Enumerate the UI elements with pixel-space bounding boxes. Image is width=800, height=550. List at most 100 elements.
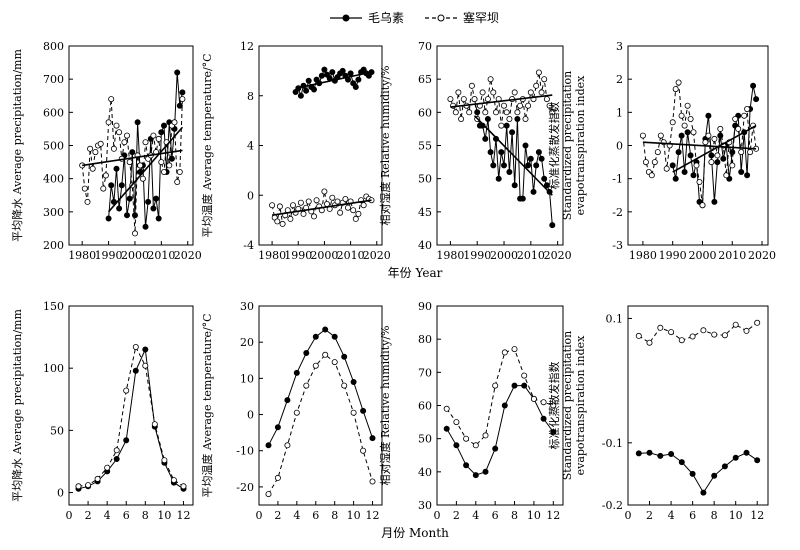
x-tick-label: 6	[123, 509, 130, 522]
data-point-saihanba	[126, 159, 133, 166]
data-point-maowusu	[708, 152, 715, 159]
data-point-maowusu	[714, 159, 721, 166]
data-point-saihanba	[487, 76, 494, 83]
data-point-maowusu	[160, 122, 167, 129]
x-tick-label: 8	[142, 509, 149, 522]
x-tick-label: 12	[366, 509, 380, 522]
data-point-saihanba	[352, 215, 359, 222]
x-tick-label: 1990	[659, 249, 687, 262]
data-point-maowusu	[129, 149, 136, 156]
data-point-maowusu	[472, 472, 479, 479]
y-tick-label: 60	[418, 400, 432, 413]
y-tick-label: 12	[240, 40, 254, 53]
y-tick-label: -20	[236, 481, 254, 494]
series-line-maowusu	[446, 385, 554, 476]
data-point-maowusu	[305, 77, 312, 84]
data-point-maowusu	[672, 175, 679, 182]
data-point-saihanba	[723, 172, 730, 179]
data-point-saihanba	[482, 432, 489, 439]
data-point-saihanba	[672, 86, 679, 93]
data-point-saihanba	[84, 198, 91, 205]
data-point-maowusu	[145, 198, 152, 205]
data-point-saihanba	[289, 202, 296, 209]
data-point-maowusu	[753, 96, 760, 103]
y-axis-label: 标准化蒸散发指数	[547, 362, 561, 450]
data-point-saihanba	[538, 89, 545, 96]
data-point-saihanba	[104, 464, 111, 471]
y-tick-label: 4	[247, 140, 254, 153]
data-point-maowusu	[744, 172, 751, 179]
y-axis-label: 相对湿度 Relative humidity/%	[378, 66, 392, 226]
x-tick-label: 2000	[121, 249, 149, 262]
plot-frame	[258, 305, 383, 506]
data-point-saihanba	[269, 202, 276, 209]
data-point-maowusu	[705, 112, 712, 119]
data-point-saihanba	[503, 109, 510, 116]
legend-item-saihanba: 塞罕坝	[425, 10, 499, 25]
data-point-saihanba	[131, 230, 138, 237]
data-point-saihanba	[663, 165, 670, 172]
x-tick-label: 0	[256, 509, 263, 522]
data-point-maowusu	[498, 149, 505, 156]
data-point-saihanba	[533, 82, 540, 89]
data-point-maowusu	[274, 424, 281, 431]
data-point-maowusu	[519, 195, 526, 202]
data-point-saihanba	[675, 79, 682, 86]
data-point-maowusu	[322, 326, 329, 333]
y-tick-label: 65	[418, 73, 432, 86]
data-point-maowusu	[646, 449, 653, 456]
data-point-maowusu	[506, 168, 513, 175]
y-tick-label: 40	[418, 466, 432, 479]
data-point-maowusu	[155, 215, 162, 222]
data-point-saihanba	[287, 215, 294, 222]
data-point-saihanba	[657, 132, 664, 139]
data-point-saihanba	[123, 387, 130, 394]
data-point-maowusu	[754, 457, 761, 464]
data-point-saihanba	[305, 198, 312, 205]
data-point-saihanba	[468, 82, 475, 89]
data-point-maowusu	[550, 428, 557, 435]
chart-monthly-humidity: 0 2 4 6 8 10 12 30 40 50 60 70 80 90 相对湿度 Relative hum…	[378, 300, 564, 522]
data-point-maowusu	[514, 116, 521, 123]
x-tick-label: 12	[176, 509, 190, 522]
data-point-saihanba	[506, 116, 513, 123]
data-point-maowusu	[113, 165, 120, 172]
x-tick-label: 8	[331, 509, 338, 522]
bottom-row-x-axis-title: 月份 Month	[381, 526, 449, 540]
y-tick-label: 1	[616, 106, 623, 119]
data-point-saihanba	[669, 119, 676, 126]
series-line-saihanba	[78, 345, 184, 487]
x-tick-label: 1990	[284, 249, 312, 262]
data-point-maowusu	[522, 142, 529, 149]
data-point-maowusu	[482, 135, 489, 142]
x-tick-label: 12	[546, 509, 560, 522]
data-point-maowusu	[689, 470, 696, 477]
x-tick-label: 1980	[629, 249, 657, 262]
data-point-saihanba	[535, 69, 542, 76]
data-point-saihanba	[297, 199, 304, 206]
data-point-saihanba	[176, 168, 183, 175]
data-point-saihanba	[690, 129, 697, 136]
data-point-saihanba	[455, 89, 462, 96]
data-point-maowusu	[352, 84, 359, 91]
data-point-maowusu	[684, 129, 691, 136]
data-point-saihanba	[293, 409, 300, 416]
plot-frame	[627, 305, 769, 506]
data-point-saihanba	[678, 112, 685, 119]
legend-marker-open	[437, 14, 445, 22]
data-point-saihanba	[530, 395, 537, 402]
data-point-saihanba	[155, 135, 162, 142]
x-tick-label: 4	[293, 509, 300, 522]
data-point-maowusu	[540, 415, 547, 422]
data-point-saihanba	[681, 122, 688, 129]
y-tick-label: 10	[240, 372, 254, 385]
data-point-saihanba	[521, 372, 528, 379]
data-point-maowusu	[116, 205, 123, 212]
data-point-maowusu	[484, 116, 491, 123]
y-tick-label: -0.2	[602, 499, 623, 512]
data-point-saihanba	[460, 96, 467, 103]
x-tick-label: 10	[347, 509, 361, 522]
data-point-maowusu	[521, 382, 528, 389]
